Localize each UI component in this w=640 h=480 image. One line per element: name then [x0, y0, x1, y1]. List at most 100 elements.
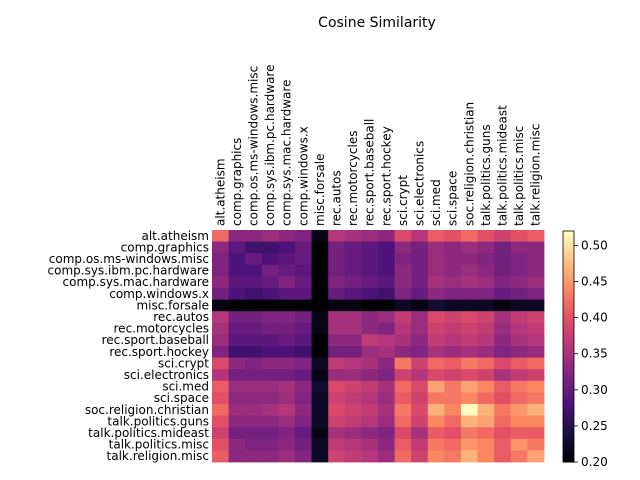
colorbar-segment	[563, 453, 574, 457]
heatmap-cell	[494, 415, 512, 428]
heatmap-cell	[344, 427, 362, 440]
x-tick-label: comp.os.ms-windows.misc	[247, 66, 261, 226]
heatmap-cell	[361, 392, 379, 405]
heatmap-cell	[228, 369, 246, 382]
heatmap-cell	[278, 415, 296, 428]
heatmap-cell	[212, 322, 229, 335]
heatmap-cell	[228, 334, 246, 347]
colorbar-segment	[563, 375, 574, 379]
colorbar-segment	[563, 329, 574, 333]
heatmap-cell	[361, 450, 379, 463]
heatmap-cell	[245, 311, 263, 324]
heatmap-cell	[477, 241, 495, 254]
colorbar-segment	[563, 441, 574, 446]
heatmap-cell	[212, 450, 229, 463]
heatmap-cell	[527, 311, 545, 324]
heatmap-cell	[344, 369, 362, 382]
colorbar-segment	[563, 360, 574, 365]
heatmap-cell	[461, 392, 478, 405]
heatmap-cell	[494, 230, 512, 242]
heatmap-cell	[461, 369, 478, 382]
colorbar-segment	[563, 412, 574, 417]
heatmap-cell	[212, 380, 229, 393]
heatmap-cell	[494, 369, 512, 382]
y-tick-label: comp.os.ms-windows.misc	[49, 252, 209, 266]
heatmap-cell	[361, 311, 379, 324]
y-tick-label: talk.politics.misc	[109, 438, 209, 452]
heatmap-cell	[444, 253, 462, 266]
heatmap-cell	[361, 415, 379, 428]
x-tick-label: sci.med	[429, 179, 443, 226]
heatmap-cell	[344, 264, 362, 277]
heatmap-cell	[361, 427, 379, 440]
heatmap-cell	[461, 230, 478, 242]
heatmap-cell	[311, 380, 329, 393]
heatmap-cell	[461, 264, 478, 277]
heatmap-cell	[510, 404, 528, 416]
x-tick-label: comp.windows.x	[296, 126, 310, 226]
heatmap-cell	[494, 311, 512, 324]
heatmap-cells	[212, 230, 545, 463]
heatmap-cell	[261, 450, 279, 463]
heatmap-cell	[311, 404, 329, 416]
heatmap-cell	[311, 334, 329, 347]
heatmap-cell	[427, 438, 445, 451]
colorbar-segment	[563, 386, 574, 391]
heatmap-cell	[361, 276, 379, 289]
colorbar-segment	[563, 343, 574, 347]
heatmap-cell	[328, 404, 346, 416]
heatmap-cell	[228, 288, 246, 300]
heatmap-cell	[411, 427, 429, 440]
x-tick-label: soc.religion.christian	[462, 102, 476, 226]
colorbar-segment	[563, 346, 574, 350]
x-tick-label: alt.atheism	[213, 158, 227, 226]
heatmap-cell	[494, 404, 512, 416]
heatmap-cell	[344, 404, 362, 416]
heatmap-cell	[411, 230, 429, 242]
heatmap-cell	[311, 253, 329, 266]
heatmap-cell	[527, 357, 545, 370]
heatmap-cell	[494, 380, 512, 393]
heatmap-cell	[394, 357, 412, 370]
heatmap-cell	[444, 346, 462, 358]
heatmap-cell	[295, 380, 312, 393]
heatmap-cell	[444, 334, 462, 347]
y-tick-labels: alt.atheismcomp.graphicscomp.os.ms-windo…	[48, 229, 210, 463]
heatmap-cell	[295, 230, 312, 242]
heatmap-cell	[245, 264, 263, 277]
heatmap-cell	[477, 276, 495, 289]
heatmap-cell	[228, 438, 246, 451]
heatmap-cell	[477, 404, 495, 416]
heatmap-cell	[278, 288, 296, 300]
colorbar-segment	[563, 358, 574, 362]
heatmap-cell	[378, 322, 395, 335]
heatmap-cell	[278, 276, 296, 289]
heatmap-cell	[394, 380, 412, 393]
colorbar-segment	[563, 323, 574, 327]
heatmap-cell	[212, 253, 229, 266]
colorbar-segment	[563, 424, 574, 428]
x-tick-label: rec.sport.baseball	[363, 119, 377, 226]
heatmap-cell	[344, 253, 362, 266]
heatmap-cell	[527, 322, 545, 335]
heatmap-cell	[328, 253, 346, 266]
heatmap-cell	[228, 415, 246, 428]
colorbar-segment	[563, 271, 574, 275]
heatmap-cell	[494, 392, 512, 405]
heatmap-cell	[444, 415, 462, 428]
colorbar-segment	[563, 332, 574, 336]
heatmap-cell	[295, 299, 312, 312]
heatmap-cell	[344, 334, 362, 347]
heatmap-cell	[461, 415, 478, 428]
heatmap-cell	[461, 322, 478, 335]
heatmap-cell	[510, 322, 528, 335]
y-tick-label: talk.politics.guns	[107, 414, 209, 428]
heatmap-cell	[361, 369, 379, 382]
heatmap-cell	[461, 427, 478, 440]
heatmap-cell	[394, 253, 412, 266]
colorbar: 0.50 0.45 0.40 0.35 0.30 0.25 0.20	[562, 230, 608, 469]
heatmap-cell	[394, 415, 412, 428]
heatmap-cell	[361, 357, 379, 370]
heatmap-cell	[510, 241, 528, 254]
heatmap-cell	[510, 299, 528, 312]
